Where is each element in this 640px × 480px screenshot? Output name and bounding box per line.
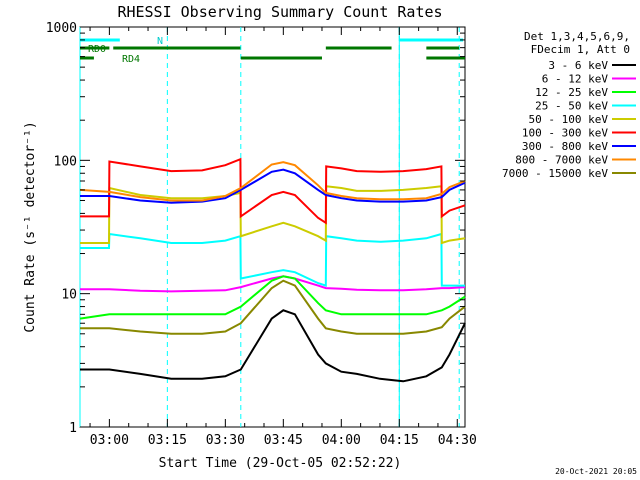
legend-label-5: 50 - 100 keV xyxy=(529,113,609,126)
rd0-label: RD0 xyxy=(88,44,106,55)
x-tick-label-1: 03:00 xyxy=(90,433,129,448)
y-tick-label-4: 1000 xyxy=(46,21,77,36)
legend-label-9: 7000 - 15000 keV xyxy=(502,167,608,180)
x-tick-label-3: 03:30 xyxy=(206,433,245,448)
series-line-5 xyxy=(80,185,466,245)
series-line-8 xyxy=(79,161,466,202)
x-tick-label-4: 03:45 xyxy=(264,433,303,448)
tick-layer: 03:00 03:15 03:30 03:45 04:00 04:15 04:30 1 10 10… xyxy=(46,21,477,448)
legend-label-8: 800 - 7000 keV xyxy=(515,154,608,167)
series-layer xyxy=(79,157,466,383)
y-axis-label: Count Rate (s⁻¹ detector⁻¹) xyxy=(23,121,38,332)
x-tick-label-7: 04:30 xyxy=(438,433,477,448)
legend-label-3: 12 - 25 keV xyxy=(535,86,608,99)
y-tick-label-1: 1 xyxy=(69,421,77,436)
series-line-2 xyxy=(80,275,466,293)
series-line-7 xyxy=(80,168,466,204)
y-tick-label-3: 100 xyxy=(54,154,77,169)
footer-timestamp: 20-Oct-2021 20:05 xyxy=(555,467,637,476)
series-line-1 xyxy=(80,309,466,383)
legend-header-line-2: FDecim 1, Att 0 xyxy=(531,43,630,56)
series-line-3 xyxy=(79,275,466,320)
legend-label-1: 3 - 6 keV xyxy=(548,59,608,72)
legend-label-4: 25 - 50 keV xyxy=(535,100,608,113)
x-tick-label-6: 04:15 xyxy=(380,433,419,448)
legend-label-2: 6 - 12 keV xyxy=(542,73,609,86)
series-line-6 xyxy=(80,157,466,225)
legend-label-7: 300 - 800 keV xyxy=(522,140,608,153)
chart-title: RHESSI Observing Summary Count Rates xyxy=(117,3,442,21)
plot-area: N RD0 RD4 03:00 03:15 03:30 03:45 04:00 04:15 04… xyxy=(46,21,477,448)
legend-header-line-1: Det 1,3,4,5,6,9, xyxy=(524,30,630,43)
annotations: N RD0 RD4 xyxy=(79,27,465,427)
y-tick-label-2: 10 xyxy=(61,288,77,303)
series-line-4 xyxy=(80,232,465,287)
x-axis-label: Start Time (29-Oct-05 02:52:22) xyxy=(159,456,402,471)
legend-label-6: 100 - 300 keV xyxy=(522,127,608,140)
saa-label: N xyxy=(157,36,163,47)
series-line-9 xyxy=(80,279,466,335)
x-tick-label-5: 04:00 xyxy=(322,433,361,448)
x-tick-label-2: 03:15 xyxy=(148,433,187,448)
legend: Det 1,3,4,5,6,9, FDecim 1, Att 0 3 - 6 k… xyxy=(502,30,636,180)
rd4-label: RD4 xyxy=(122,54,140,65)
